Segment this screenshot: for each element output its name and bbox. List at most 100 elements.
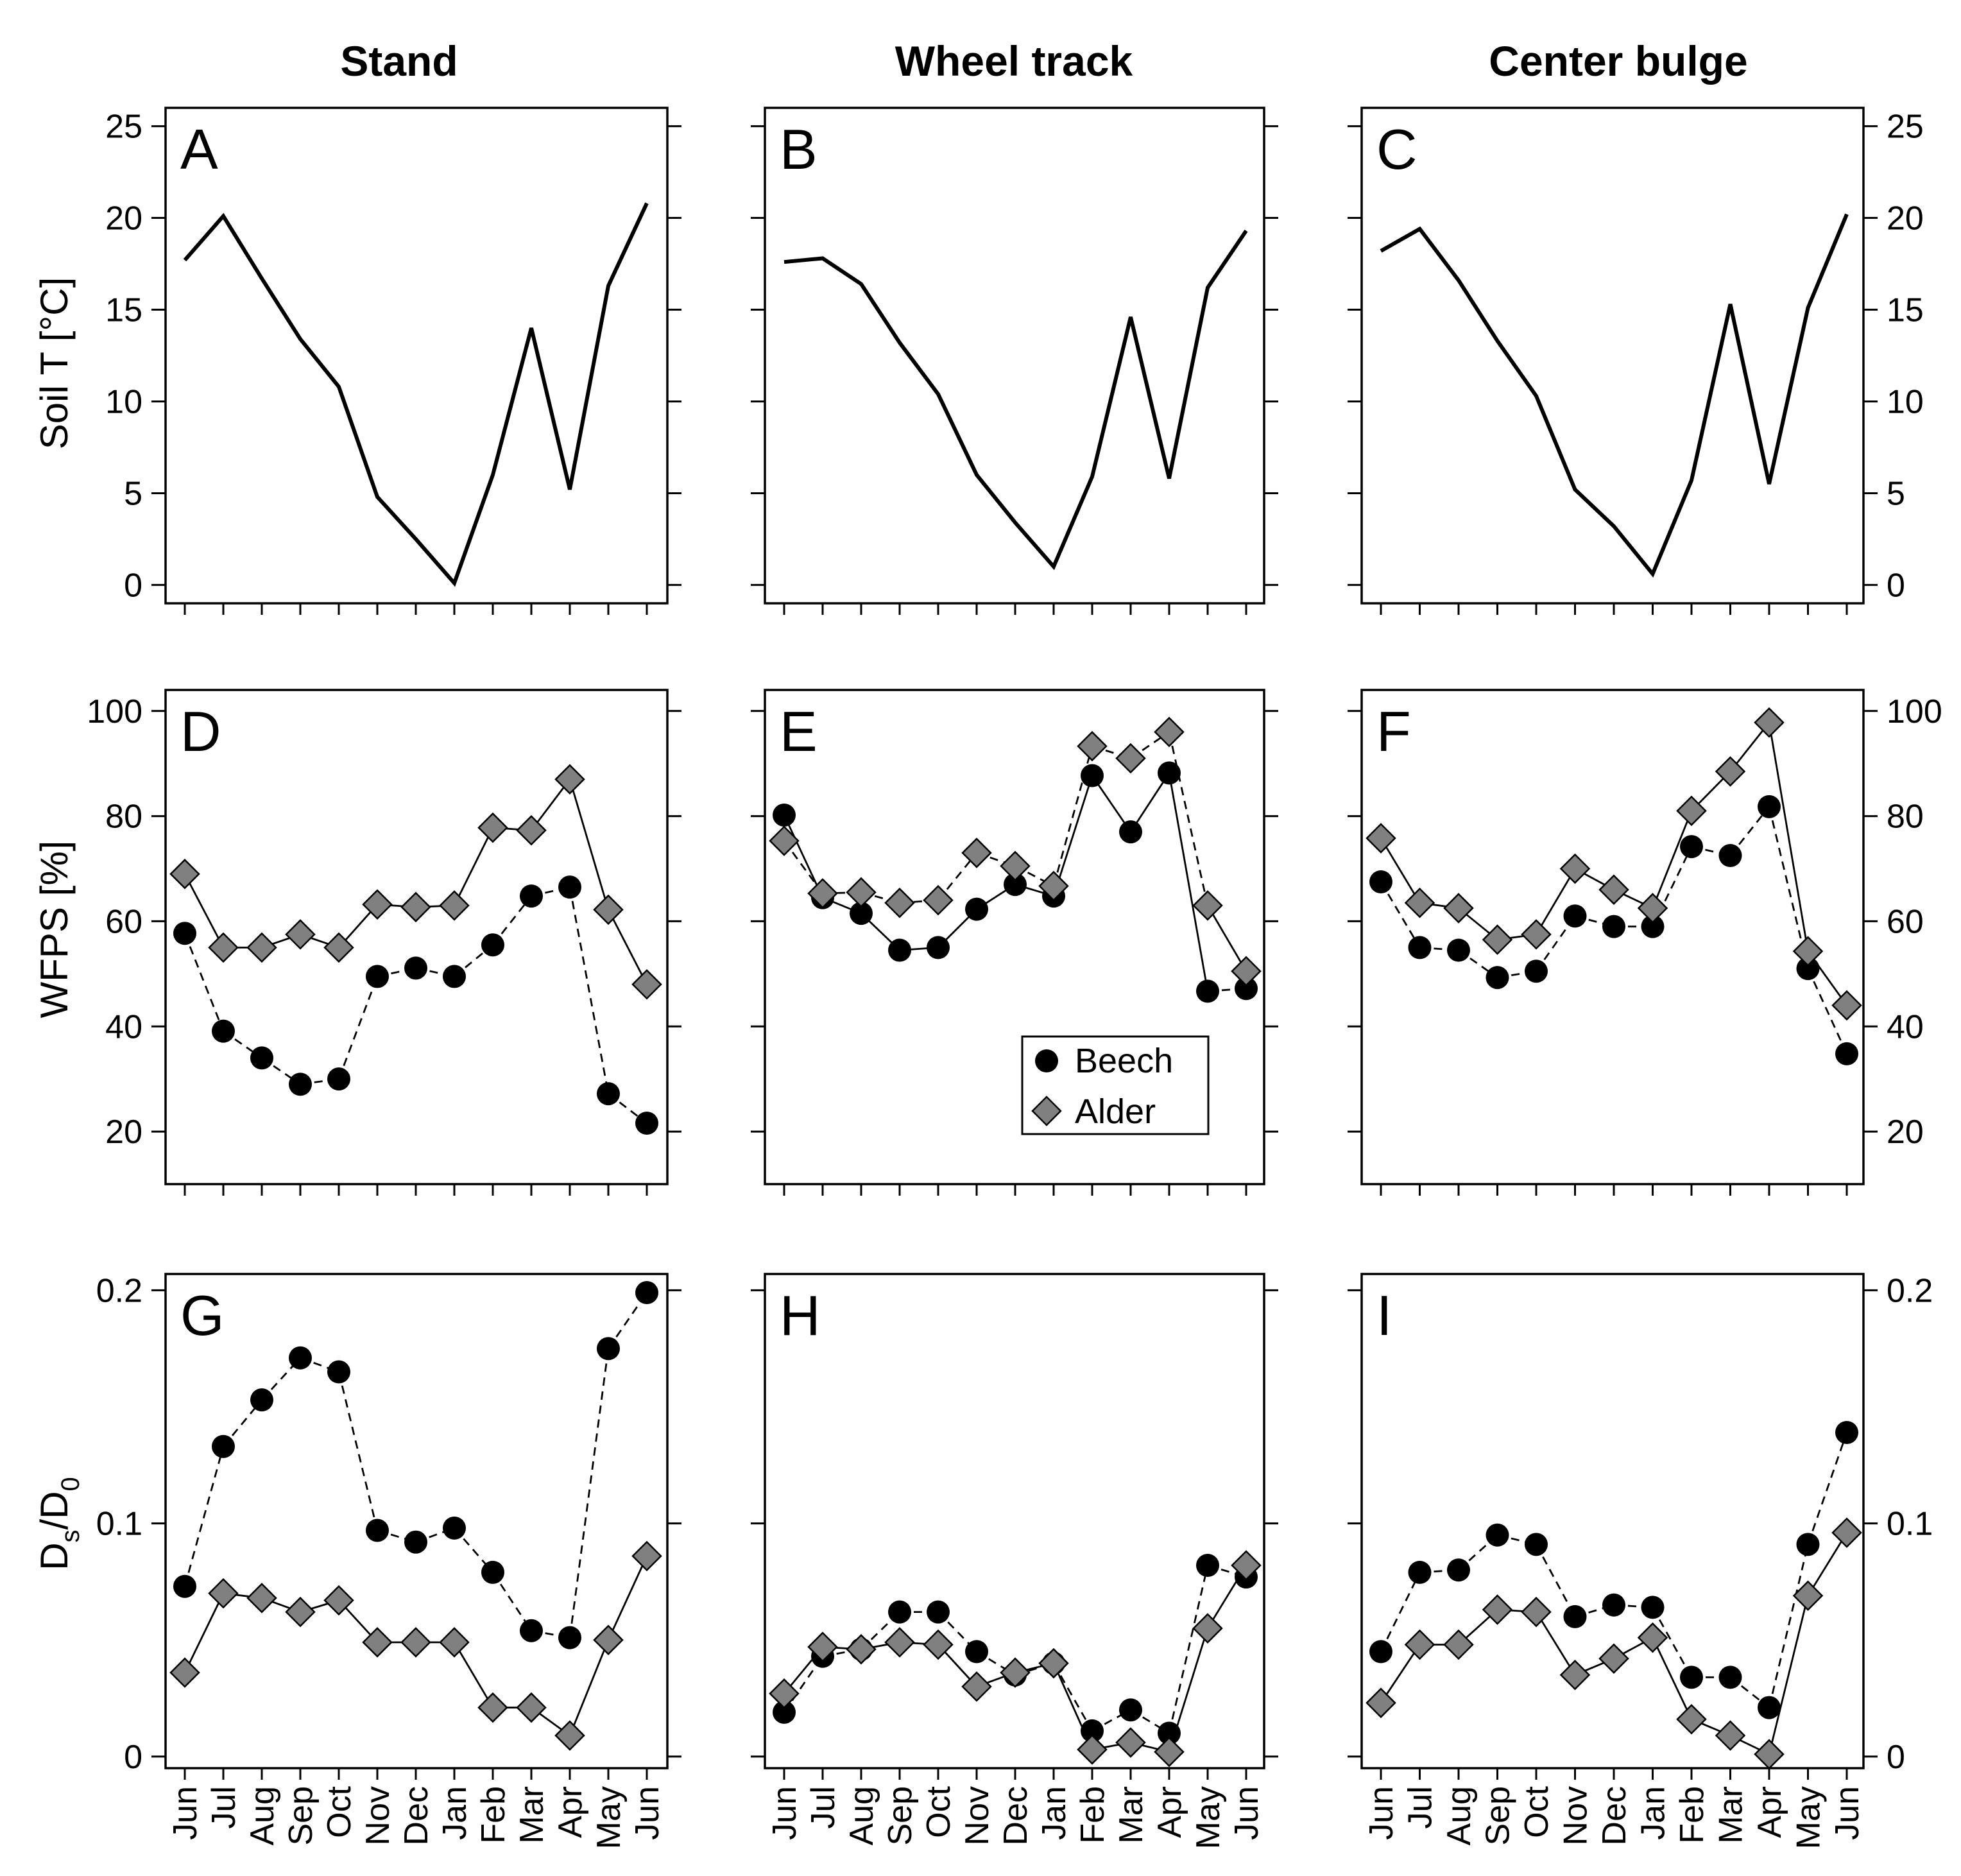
x-tick-label-dec: Dec [398,1786,435,1845]
x-tick-label-mar: Mar [513,1786,551,1844]
x-tick-label-jan: Jan [1036,1786,1073,1840]
legend-beech-marker [1035,1049,1058,1072]
alder-point [807,878,838,909]
alder-segment [1807,1532,1848,1596]
beech-point [212,1434,235,1458]
panels-group: 0 5 10 15 20 25 A B 0 5 10 15 20 25 C 20 40 60 80 100 D E 20 40… [87,107,1942,1849]
alder-point [1404,887,1435,918]
ylabel-diffusivity-slash: /D [33,1491,76,1529]
beech-point [1796,957,1820,981]
beech-segment [569,1348,610,1638]
beech-point [520,884,543,908]
beech-point [850,902,873,925]
panel-frame [164,1273,669,1769]
y-tick-label-left: 40 [105,1008,142,1046]
beech-point [250,1388,273,1412]
beech-point [888,938,911,962]
y-tick-label-right: 15 [1887,292,1924,329]
x-tick-label-jul: Jul [205,1786,243,1829]
alder-segment [783,840,824,894]
alder-point [1443,893,1474,924]
beech-point [212,1019,235,1043]
beech-point [443,965,466,988]
panel-letter-h: H [780,1284,821,1347]
alder-point [1792,1580,1824,1611]
y-tick-label-left: 0 [124,1739,142,1776]
alder-point [1598,874,1629,906]
alder-point [1231,1550,1262,1581]
panel-F: 20 40 60 80 100 F [1348,689,1942,1196]
x-tick-label-apr: Apr [1751,1786,1788,1838]
y-tick-label-right: 0.2 [1887,1272,1933,1309]
alder-point [169,1657,200,1688]
beech-segment [1535,915,1576,972]
beech-point [888,1600,911,1624]
x-tick-label-jun: Jun [629,1786,666,1840]
alder-point [846,1633,877,1665]
beech-point [558,1626,581,1649]
alder-point [593,1624,624,1656]
beech-segment [492,895,533,946]
beech-point [1369,1640,1392,1664]
ylabel-diffusivity-d: D [33,1542,76,1570]
alder-point [1792,936,1824,967]
alder-point [1038,1648,1069,1679]
beech-point [1602,1593,1625,1617]
beech-point [404,956,427,980]
beech-segment [1380,881,1421,949]
y-tick-label-right: 100 [1887,693,1942,730]
panel-E: E [751,689,1278,1196]
alder-point [477,812,508,843]
column-title-center-bulge: Center bulge [1489,37,1747,85]
alder-point [1077,730,1108,762]
beech-point [520,1619,543,1642]
panel-C: 0 5 10 15 20 25 C [1348,107,1924,615]
alder-segment [1168,732,1209,906]
beech-point [1408,1560,1432,1584]
beech-point [1486,1523,1509,1547]
beech-point [289,1346,312,1370]
column-title-stand: Stand [340,37,458,85]
beech-point [558,875,581,899]
alder-point [208,932,239,963]
panel-frame [1360,1273,1865,1769]
y-tick-label-left: 10 [105,383,142,420]
y-tick-label-left: 20 [105,200,142,237]
beech-point [927,1600,950,1624]
x-tick-label-sep: Sep [1480,1786,1517,1846]
alder-point [1115,743,1146,774]
panel-letter-b: B [780,117,818,181]
beech-point [1196,1554,1219,1578]
x-tick-label-apr: Apr [552,1786,589,1838]
panel-B: B [751,107,1278,615]
alder-point [362,1627,393,1658]
beech-segment [1729,805,1770,856]
alder-point [246,932,277,963]
beech-point [1563,904,1587,928]
beech-point [366,965,389,988]
alder-segment [1206,905,1247,972]
x-tick-label-jun: Jun [1363,1786,1400,1840]
alder-point [923,884,954,916]
alder-segment [453,827,494,906]
beech-point [1718,844,1742,868]
alder-point [1831,990,1862,1021]
alder-point [769,1678,800,1709]
y-tick-label-right: 20 [1887,1114,1924,1151]
beech-point [1004,873,1027,897]
x-tick-label-jun: Jun [1829,1786,1866,1840]
alder-point [1192,890,1223,921]
x-tick-label-jun: Jun [167,1786,204,1840]
alder-point [1715,1720,1746,1751]
beech-point [1602,915,1625,938]
x-tick-label-may: May [1190,1786,1227,1849]
beech-point [1796,1533,1820,1556]
panel-frame [1360,689,1865,1185]
beech-point [1369,870,1392,893]
alder-point [1637,893,1668,924]
beech-segment [492,1572,533,1631]
alder-segment [184,873,225,949]
beech-segment [1168,1565,1209,1734]
alder-segment [937,852,978,901]
alder-point [1000,850,1031,882]
